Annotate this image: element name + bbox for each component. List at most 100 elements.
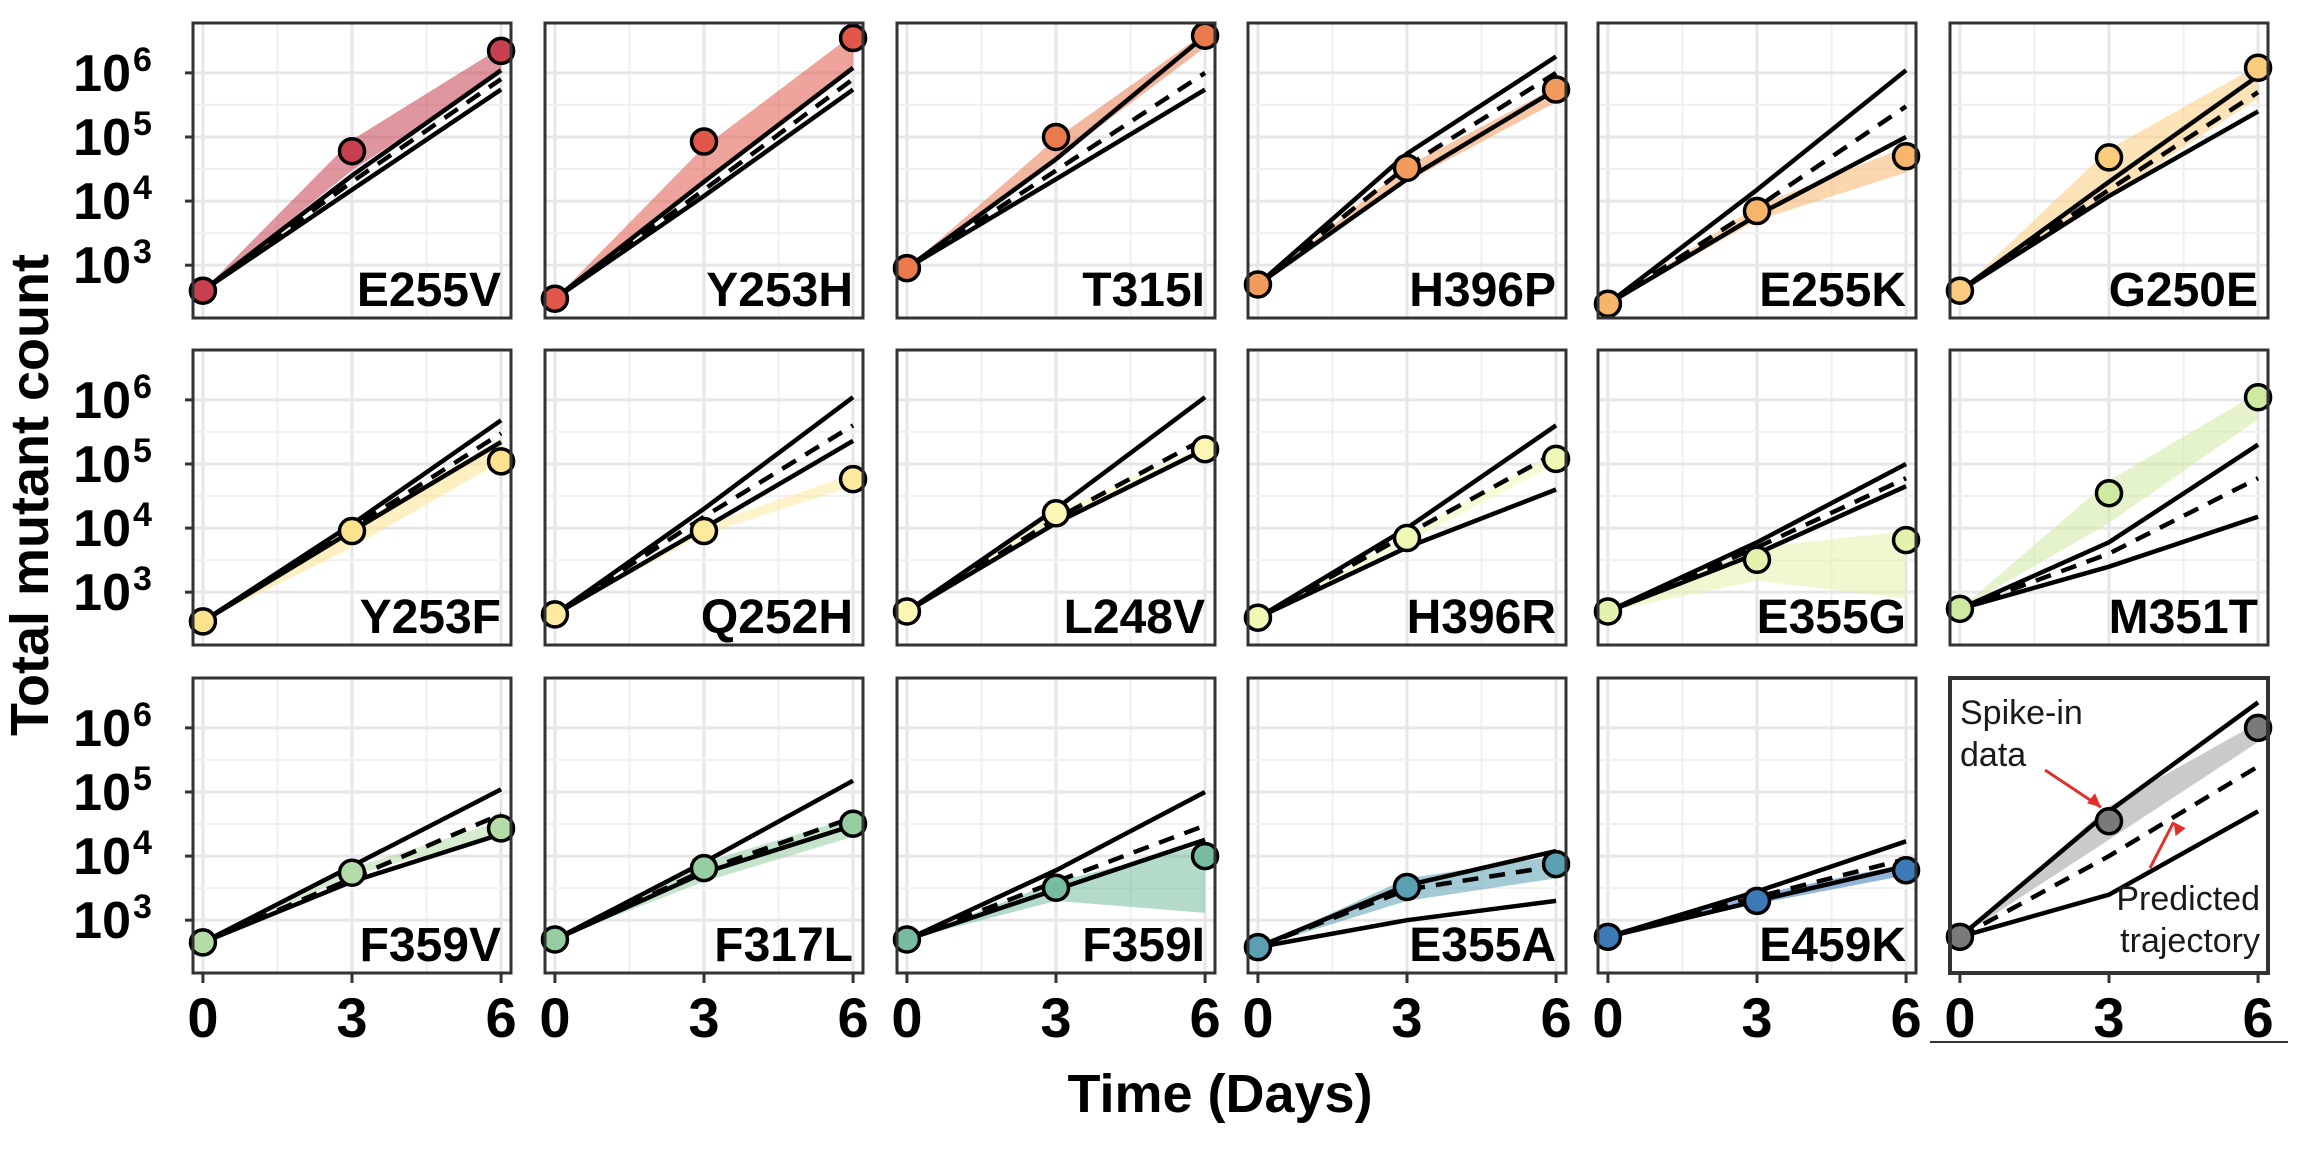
panel-label: G250E (2109, 264, 2258, 317)
observed-point (540, 925, 570, 954)
y-tick-exponent: 4 (133, 496, 152, 534)
x-tick-label: 0 (891, 986, 922, 1049)
predicted-lower-line (905, 87, 1207, 271)
panel-e459k: E459K (1593, 676, 1921, 975)
observed-point (892, 253, 922, 283)
panel-l248v: L248V (892, 348, 1220, 647)
x-tick-label: 3 (2093, 986, 2124, 1049)
x-tick-label: 6 (2242, 986, 2273, 1049)
predicted-lower-line (1959, 514, 2259, 611)
panel-f317l: F317L (540, 676, 868, 975)
panel-border (543, 348, 865, 647)
panel-label: H396R (1407, 591, 1556, 644)
x-tick-label: 6 (1189, 986, 1220, 1049)
observed-point (2243, 53, 2273, 83)
y-tick-label: 10 (73, 700, 131, 758)
y-axis-title: Total mutant count (0, 254, 60, 736)
panel-y253f: Y253F (188, 348, 516, 647)
y-tick-exponent: 5 (133, 760, 152, 798)
panel-label: Y253H (706, 264, 853, 317)
panel-label: T315I (1082, 264, 1205, 317)
x-tick-label: 3 (688, 986, 719, 1049)
predicted-upper-line (905, 789, 1207, 942)
panel-label: E355G (1757, 591, 1906, 644)
observed-point (540, 284, 570, 313)
annotation-line: data (1960, 736, 2026, 774)
observed-band (1607, 146, 1907, 304)
x-tick-label: 0 (1944, 986, 1975, 1049)
panels-layer: E255V Y253H T315I H396P E255K G250E Y253F Q252H… (188, 21, 2273, 975)
panel-e355g: E355G (1593, 348, 1921, 647)
observed-band (554, 473, 854, 615)
observed-point (838, 464, 868, 494)
x-tick-label: 3 (336, 986, 367, 1049)
predicted-lower-line (1257, 898, 1557, 950)
panel-f359v: F359V (188, 676, 516, 975)
observed-point (1593, 597, 1623, 626)
observed-point (1891, 856, 1921, 885)
observed-point (1392, 872, 1422, 902)
y-tick-label: 10 (73, 109, 131, 167)
observed-point (2094, 806, 2124, 836)
y-tick-exponent: 5 (133, 105, 152, 143)
annotation-arrowhead (2173, 822, 2186, 837)
panel-e255v: E255V (188, 21, 516, 320)
observed-point (1891, 525, 1921, 555)
panel-g250e: G250E (1945, 21, 2273, 320)
x-tick-label: 3 (1040, 986, 1071, 1049)
observed-point (2243, 382, 2273, 412)
observed-point (1041, 873, 1071, 903)
observed-point (337, 858, 367, 887)
observed-point (1392, 523, 1422, 553)
x-tick-label: 6 (485, 986, 516, 1049)
x-tick-label: 3 (1741, 986, 1772, 1049)
predicted-trajectory-line (905, 70, 1207, 271)
observed-point (689, 127, 719, 156)
y-tick-exponent: 4 (133, 169, 152, 207)
y-tick-label: 10 (73, 173, 131, 231)
observed-point (1243, 270, 1273, 299)
predicted-upper-line (1959, 442, 2260, 611)
observed-point (2243, 713, 2273, 743)
panel-label: F359V (360, 919, 501, 972)
panel-border (895, 348, 1217, 647)
predicted-trajectory-line (1958, 90, 2260, 293)
observed-point (1593, 922, 1623, 952)
panel-border (191, 21, 513, 320)
y-tick-label: 10 (73, 764, 131, 822)
y-tick-label: 10 (73, 436, 131, 494)
panel-border (191, 348, 513, 647)
panel-label: E459K (1759, 919, 1906, 972)
observed-point (1742, 545, 1772, 575)
predicted-trajectory-line (553, 77, 855, 301)
panel-border (895, 21, 1217, 320)
panel-h396r: H396R (1243, 348, 1571, 647)
observed-point (1392, 153, 1422, 183)
panel-y253h: Y253H (540, 21, 868, 320)
observed-point (337, 136, 367, 166)
x-tick-label: 0 (1242, 986, 1273, 1049)
legend-panel: Spike-in data Predicted trajectory (1945, 676, 2273, 975)
predicted-upper-line (905, 33, 1207, 270)
panel-h396p: H396P (1243, 21, 1571, 320)
y-tick-label: 10 (73, 828, 131, 886)
observed-point (337, 516, 367, 546)
y-tick-exponent: 6 (133, 696, 152, 734)
panel-label: L248V (1064, 591, 1205, 644)
panel-f359i: F359I (892, 676, 1220, 975)
observed-point (689, 516, 719, 546)
observed-point (1243, 932, 1273, 962)
x-tick-label: 0 (539, 986, 570, 1049)
panel-border (1596, 21, 1918, 320)
y-tick-label: 10 (73, 372, 131, 430)
observed-band (202, 821, 502, 943)
observed-point (486, 814, 516, 843)
panel-border (1948, 348, 2270, 647)
x-tick-label: 6 (1540, 986, 1571, 1049)
panel-border (1246, 348, 1568, 647)
observed-point (1593, 289, 1623, 319)
y-tick-label: 10 (73, 500, 131, 558)
observed-point (892, 597, 922, 626)
panel-border (543, 21, 865, 320)
observed-point (1891, 142, 1921, 171)
